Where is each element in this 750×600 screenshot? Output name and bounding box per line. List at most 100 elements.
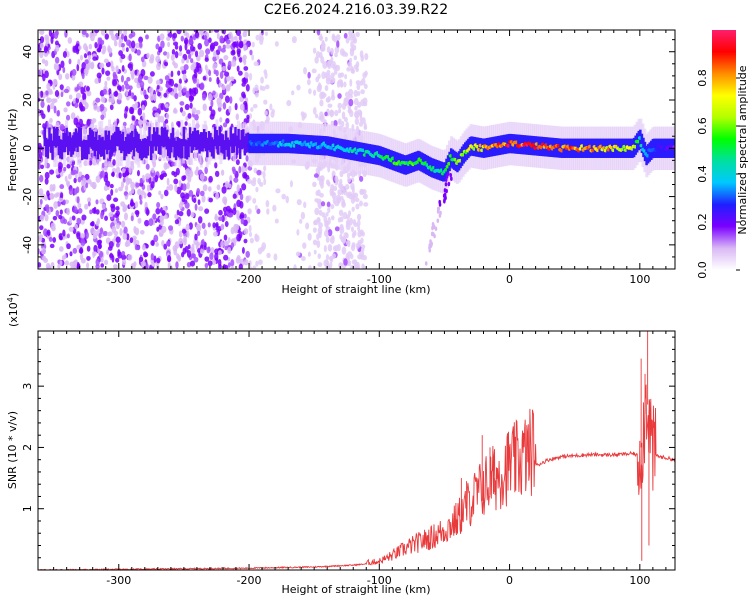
- spectrogram-band-cell: [179, 139, 183, 159]
- spectrogram-noise-cell: [359, 110, 363, 116]
- spectrogram-noise-cell: [96, 106, 101, 113]
- spectrogram-noise-cell: [233, 228, 238, 234]
- spectrogram-noise-cell: [327, 103, 333, 108]
- spectrogram-band-cell: [132, 137, 136, 157]
- spectrogram-noise-cell: [100, 170, 106, 178]
- spectrogram-noise-cell: [75, 92, 82, 99]
- spectrogram-noise-cell: [353, 89, 359, 97]
- spectrogram-noise-cell: [194, 233, 198, 241]
- spectrogram-noise-cell: [188, 222, 193, 230]
- spectrogram-noise-cell: [80, 238, 86, 247]
- spectrogram-noise-cell: [242, 44, 247, 52]
- spectrogram-noise-cell: [318, 35, 324, 41]
- spectrogram-band-cell: [207, 131, 211, 151]
- spectrogram-noise-cell: [207, 93, 213, 102]
- spectrogram-noise-cell: [113, 40, 118, 47]
- spectrogram-noise-cell: [170, 91, 175, 96]
- spectrogram-noise-cell: [127, 254, 133, 261]
- spectrogram-noise-cell: [110, 96, 115, 104]
- spectrogram-noise-cell: [91, 181, 97, 190]
- spectrogram-band-cell: [243, 136, 247, 156]
- spectrogram-tail-cell: [424, 261, 428, 266]
- spectrogram-noise-cell: [107, 47, 113, 54]
- spectrogram-noise-cell: [241, 183, 247, 191]
- spectrogram-band-cell: [282, 133, 286, 154]
- spectrogram-noise-cell: [321, 71, 326, 80]
- spectrogram-noise-cell: [134, 69, 138, 75]
- spectrogram-band-cell: [82, 139, 86, 159]
- spectrogram-noise-cell: [148, 218, 154, 226]
- spectrogram-noise-cell: [73, 188, 78, 195]
- spectrogram-noise-cell: [128, 89, 132, 97]
- spectrogram-noise-cell: [196, 224, 200, 231]
- spectrogram-noise-cell: [55, 30, 59, 36]
- spectrogram-noise-cell: [222, 122, 228, 128]
- spectrogram-noise-cell: [254, 92, 259, 98]
- spectrogram-band-cell: [231, 133, 234, 154]
- spectrogram-noise-cell: [63, 253, 67, 260]
- spectrogram-noise-cell: [256, 208, 261, 215]
- spectrogram-noise-cell: [38, 262, 42, 268]
- spectrogram-noise-cell: [160, 102, 165, 111]
- spectrogram-noise-cell: [221, 65, 227, 72]
- spectrogram-noise-cell: [225, 240, 229, 246]
- colorbar-gradient: [712, 30, 736, 270]
- spectrogram-noise-cell: [199, 190, 205, 197]
- colorbar-tick-label: 0.6: [696, 117, 709, 135]
- spectrogram-noise-cell: [69, 251, 73, 257]
- spectrogram-noise-cell: [85, 33, 89, 38]
- spectrogram-noise-cell: [68, 226, 74, 232]
- spectrogram-band-cell: [104, 130, 107, 150]
- spectrogram-noise-cell: [106, 249, 110, 256]
- spectrogram-halo-cell: [143, 122, 147, 152]
- spectrogram-noise-cell: [175, 253, 180, 260]
- spectrogram-noise-cell: [351, 206, 355, 212]
- spectrogram-heatmap: [38, 30, 675, 269]
- spectrogram-noise-cell: [236, 233, 242, 242]
- spectrogram-noise-cell: [138, 256, 144, 263]
- spectrogram-noise-cell: [100, 263, 105, 268]
- spectrogram-noise-cell: [166, 51, 170, 60]
- spectrogram-noise-cell: [117, 92, 123, 101]
- spectrogram-noise-cell: [112, 79, 118, 87]
- spectrogram-noise-cell: [245, 154, 249, 162]
- spectrogram-noise-cell: [363, 202, 369, 207]
- spectrogram-noise-cell: [239, 212, 245, 219]
- spectrogram-noise-cell: [164, 61, 169, 67]
- spectrogram-noise-cell: [125, 238, 131, 247]
- spectrogram-noise-cell: [137, 75, 143, 84]
- spectrogram-noise-cell: [62, 199, 66, 206]
- spectrogram-noise-cell: [202, 75, 207, 81]
- spectrogram-noise-cell: [72, 169, 78, 175]
- spectrogram-noise-cell: [325, 77, 331, 85]
- spectrogram-noise-cell: [49, 193, 55, 200]
- spectrogram-noise-cell: [250, 107, 254, 112]
- spectrogram-noise-cell: [63, 166, 67, 172]
- spectrogram-noise-cell: [217, 102, 223, 108]
- spectrogram-band-cell: [126, 134, 129, 154]
- spectrogram-noise-cell: [187, 53, 192, 60]
- spectrogram-noise-cell: [219, 71, 224, 79]
- spectrogram-noise-cell: [296, 84, 301, 91]
- spectrogram-noise-cell: [81, 214, 87, 221]
- spectrogram-noise-cell: [195, 66, 200, 73]
- spectrogram-noise-cell: [227, 237, 231, 244]
- spectrogram-noise-cell: [255, 260, 259, 267]
- spectrogram-noise-cell: [131, 71, 135, 79]
- spectrogram-noise-cell: [207, 260, 213, 267]
- spectrogram-noise-cell: [105, 70, 111, 76]
- spectrogram-noise-cell: [86, 118, 91, 126]
- spectrogram-band-cell: [195, 130, 198, 151]
- spectrogram-band-cell: [171, 127, 175, 147]
- spectrogram-noise-cell: [338, 108, 342, 114]
- colorbar-tick-label: 0.4: [696, 165, 709, 183]
- spectrogram-noise-cell: [291, 90, 295, 96]
- spectrogram-band-cell: [395, 152, 398, 172]
- spectrogram-noise-cell: [166, 186, 170, 191]
- spectrogram-noise-cell: [242, 54, 247, 61]
- spectrogram-noise-cell: [312, 227, 317, 233]
- spectrogram-noise-cell: [114, 90, 118, 97]
- spectrogram-noise-cell: [126, 233, 130, 241]
- spectrogram-noise-cell: [150, 181, 155, 189]
- spectrogram-band-cell: [217, 135, 220, 155]
